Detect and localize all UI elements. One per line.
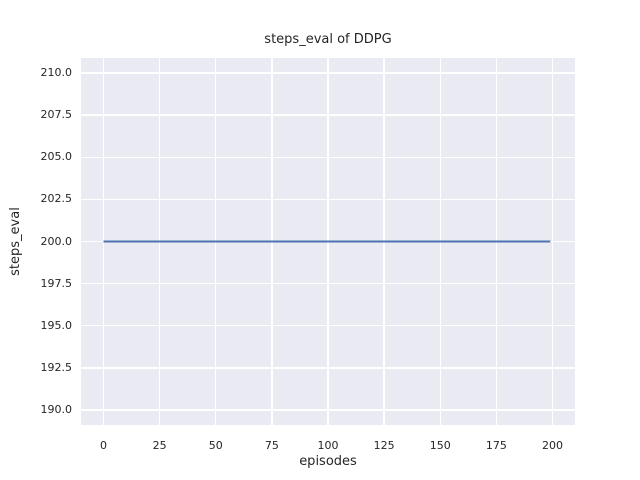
x-axis-label: episodes	[299, 454, 357, 469]
x-tick-label: 75	[264, 439, 279, 452]
y-tick-label: 192.5	[40, 360, 73, 374]
gridline-horizontal	[81, 72, 575, 74]
y-tick-label: 202.5	[40, 192, 73, 206]
x-tick-label: 50	[208, 439, 223, 452]
y-tick-label: 205.0	[40, 150, 73, 164]
x-tick-label: 25	[152, 439, 167, 452]
x-tick-label: 175	[485, 439, 507, 452]
x-tick-label: 150	[429, 439, 451, 452]
y-tick-label: 200.0	[40, 234, 73, 248]
gridline-horizontal	[81, 156, 575, 159]
gridline-horizontal	[81, 282, 575, 285]
y-tick-label: 195.0	[40, 318, 73, 332]
y-tick-label: 197.5	[40, 276, 73, 290]
x-tick-label: 200	[542, 439, 564, 452]
gridline-horizontal	[81, 114, 575, 116]
y-tick-label: 190.0	[40, 402, 73, 416]
x-tick-label: 100	[317, 439, 339, 452]
plot-area	[81, 58, 575, 425]
x-tick-label: 125	[373, 439, 395, 452]
gridline-horizontal	[81, 198, 575, 201]
x-tick-label: 0	[99, 439, 107, 452]
gridline-horizontal	[81, 367, 575, 369]
y-tick-label: 207.5	[40, 108, 73, 122]
gridline-horizontal	[81, 409, 575, 411]
gridline-horizontal	[81, 324, 575, 327]
chart-title: steps_eval of DDPG	[264, 32, 392, 47]
line-series-svg	[103, 240, 551, 243]
y-tick-label: 210.0	[40, 66, 73, 80]
